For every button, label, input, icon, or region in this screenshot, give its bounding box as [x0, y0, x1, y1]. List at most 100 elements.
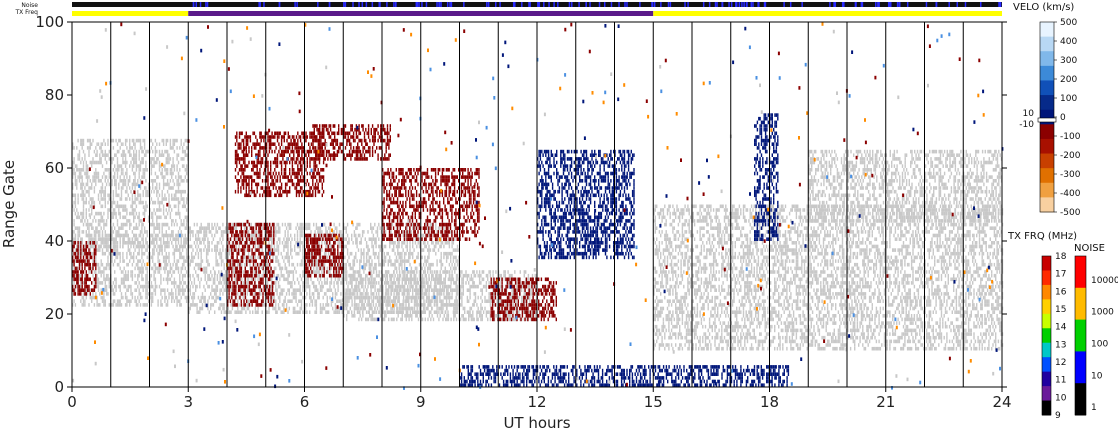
data-cell	[401, 244, 403, 249]
data-cell	[370, 314, 372, 318]
data-cell	[404, 281, 406, 285]
data-cell	[107, 142, 109, 146]
data-cell	[138, 138, 140, 143]
data-cell	[205, 255, 208, 260]
data-cell	[315, 244, 318, 249]
data-cell	[185, 299, 188, 303]
data-cell	[268, 241, 270, 245]
data-cell	[284, 233, 286, 238]
data-cell	[352, 262, 354, 267]
data-cell	[429, 248, 432, 252]
data-cell	[436, 292, 439, 296]
data-cell	[175, 233, 177, 238]
data-cell	[435, 310, 437, 314]
data-cell	[346, 241, 349, 245]
data-cell	[428, 277, 431, 282]
data-cell	[299, 288, 301, 292]
data-cell	[120, 295, 123, 300]
data-cell	[158, 142, 161, 146]
data-cell	[112, 251, 115, 256]
data-cell	[158, 259, 161, 263]
data-cell	[298, 299, 300, 303]
data-cell	[435, 241, 437, 245]
data-cell	[372, 303, 375, 307]
data-cell	[100, 211, 102, 216]
data-cell	[398, 262, 400, 267]
data-cell	[439, 226, 441, 230]
data-cell	[455, 303, 458, 307]
data-cell	[403, 262, 406, 267]
data-cell	[368, 259, 370, 263]
data-cell	[447, 255, 449, 260]
data-cell	[234, 266, 236, 271]
data-cell	[340, 292, 342, 296]
data-cell	[137, 138, 139, 143]
data-cell	[172, 186, 174, 190]
noise-bar-mark	[610, 2, 613, 7]
data-cell	[200, 248, 202, 252]
data-cell	[141, 270, 143, 274]
data-cell	[150, 164, 153, 168]
data-cell	[111, 182, 113, 187]
data-cell	[421, 248, 423, 252]
data-cell	[327, 310, 330, 314]
data-cell	[272, 295, 274, 300]
data-cell	[284, 299, 286, 303]
data-cell	[376, 226, 379, 230]
data-cell	[122, 277, 124, 282]
data-cell	[400, 317, 402, 322]
data-cell	[93, 244, 96, 249]
data-cell	[123, 281, 125, 285]
data-cell	[355, 241, 357, 245]
data-cell	[123, 179, 125, 183]
data-cell	[169, 142, 172, 146]
data-cell	[390, 288, 393, 292]
data-cell	[177, 197, 180, 201]
data-cell	[224, 288, 227, 292]
data-cell	[89, 237, 91, 241]
data-cell	[233, 270, 235, 274]
data-cell	[390, 277, 393, 282]
data-cell	[176, 179, 178, 183]
data-cell	[130, 146, 132, 150]
data-cell	[119, 197, 121, 201]
data-cell	[164, 215, 166, 220]
data-cell	[223, 303, 225, 307]
data-cell	[384, 295, 387, 300]
data-cell	[295, 292, 297, 296]
data-cell	[82, 142, 85, 146]
data-cell	[169, 179, 172, 183]
data-cell	[432, 288, 434, 292]
data-cell	[461, 292, 463, 296]
data-cell	[89, 248, 91, 252]
data-cell	[379, 303, 382, 307]
data-cell	[91, 160, 93, 165]
data-cell	[290, 241, 292, 245]
noise-bar-mark	[395, 2, 397, 7]
data-cell	[138, 149, 140, 154]
data-cell	[184, 244, 186, 249]
data-cell	[438, 288, 440, 292]
data-cell	[343, 288, 345, 292]
data-cell	[247, 237, 250, 241]
data-cell	[142, 237, 144, 241]
data-cell	[290, 226, 292, 230]
data-cell	[427, 266, 429, 271]
data-cell	[414, 277, 417, 282]
data-cell	[175, 211, 177, 216]
data-cell	[126, 233, 128, 238]
data-cell	[309, 295, 311, 300]
data-cell	[372, 244, 375, 249]
noise-bar-mark	[393, 2, 395, 7]
data-cell	[100, 219, 102, 223]
data-cell	[160, 171, 162, 176]
data-cell	[277, 273, 280, 278]
data-cell	[402, 259, 404, 263]
data-cell	[95, 237, 97, 241]
data-cell	[131, 211, 134, 216]
data-cell	[288, 273, 290, 278]
data-cell	[441, 303, 444, 307]
data-cell	[288, 262, 290, 267]
data-cell	[406, 270, 408, 274]
data-cell	[370, 255, 372, 260]
